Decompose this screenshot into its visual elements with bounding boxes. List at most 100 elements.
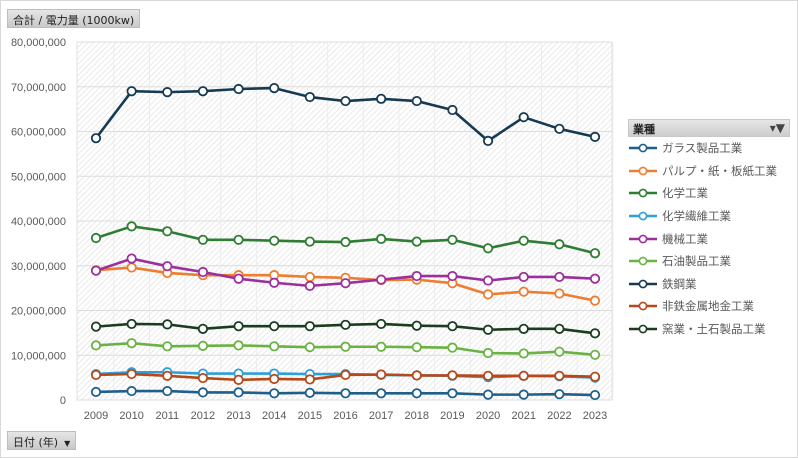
data-point[interactable] xyxy=(126,86,137,97)
data-point[interactable] xyxy=(482,324,494,335)
data-point[interactable] xyxy=(554,239,565,250)
data-point[interactable] xyxy=(589,131,601,142)
data-point[interactable] xyxy=(304,342,315,353)
data-point[interactable] xyxy=(233,273,244,284)
data-point[interactable] xyxy=(518,112,529,123)
legend-item[interactable]: 非鉄金属地金工業 xyxy=(628,295,790,318)
data-point[interactable] xyxy=(126,338,137,349)
data-point[interactable] xyxy=(90,369,102,381)
data-point[interactable] xyxy=(554,346,565,357)
data-point[interactable] xyxy=(447,388,458,399)
data-point[interactable] xyxy=(304,387,315,398)
data-point[interactable] xyxy=(447,270,458,282)
data-point[interactable] xyxy=(340,319,351,330)
data-point[interactable] xyxy=(518,286,529,297)
data-point[interactable] xyxy=(411,236,422,247)
data-point[interactable] xyxy=(554,271,565,283)
axis-field-button[interactable]: 日付 (年) ▼ xyxy=(7,431,77,450)
data-point[interactable] xyxy=(126,385,137,397)
legend-item[interactable]: 化学工業 xyxy=(628,182,790,205)
data-point[interactable] xyxy=(554,123,565,134)
data-point[interactable] xyxy=(518,323,529,334)
data-point[interactable] xyxy=(269,373,280,385)
data-point[interactable] xyxy=(589,273,601,284)
data-point[interactable] xyxy=(589,295,601,306)
data-point[interactable] xyxy=(162,319,173,330)
data-point[interactable] xyxy=(482,370,494,381)
data-point[interactable] xyxy=(554,370,565,381)
data-point[interactable] xyxy=(304,236,315,247)
data-point[interactable] xyxy=(482,289,494,300)
data-point[interactable] xyxy=(269,277,280,288)
data-point[interactable] xyxy=(162,261,173,272)
legend-item[interactable]: 鉄鋼業 xyxy=(628,273,790,296)
data-point[interactable] xyxy=(162,385,173,397)
data-point[interactable] xyxy=(340,388,351,399)
data-point[interactable] xyxy=(162,341,173,352)
data-point[interactable] xyxy=(447,342,458,353)
data-point[interactable] xyxy=(304,321,315,332)
data-point[interactable] xyxy=(376,93,387,104)
data-point[interactable] xyxy=(126,262,137,273)
data-point[interactable] xyxy=(411,320,422,331)
data-point[interactable] xyxy=(304,280,315,291)
data-point[interactable] xyxy=(518,389,529,400)
data-point[interactable] xyxy=(340,236,351,248)
data-point[interactable] xyxy=(90,265,102,276)
data-point[interactable] xyxy=(589,328,601,339)
data-point[interactable] xyxy=(233,374,244,385)
data-point[interactable] xyxy=(90,386,102,398)
data-point[interactable] xyxy=(340,341,351,352)
data-point[interactable] xyxy=(589,248,601,259)
data-point[interactable] xyxy=(126,368,137,380)
legend-item[interactable]: 窯業・土石製品工業 xyxy=(628,318,790,341)
data-point[interactable] xyxy=(340,95,351,107)
data-point[interactable] xyxy=(518,271,529,283)
data-point[interactable] xyxy=(233,387,244,398)
data-point[interactable] xyxy=(269,82,280,94)
data-point[interactable] xyxy=(411,370,422,381)
data-point[interactable] xyxy=(376,388,387,399)
data-point[interactable] xyxy=(269,341,280,352)
data-point[interactable] xyxy=(554,389,565,400)
data-point[interactable] xyxy=(447,234,458,245)
value-field-button[interactable]: 合計 / 電力量 (1000kw) xyxy=(7,9,141,28)
legend-item[interactable]: 化学繊維工業 xyxy=(628,205,790,228)
data-point[interactable] xyxy=(411,270,422,282)
data-point[interactable] xyxy=(269,321,280,332)
data-point[interactable] xyxy=(233,321,244,332)
data-point[interactable] xyxy=(518,370,529,381)
data-point[interactable] xyxy=(126,221,137,232)
data-point[interactable] xyxy=(90,321,102,332)
legend-item[interactable]: 石油製品工業 xyxy=(628,250,790,273)
data-point[interactable] xyxy=(304,91,315,103)
data-point[interactable] xyxy=(554,323,565,334)
legend-item[interactable]: パルプ・紙・板紙工業 xyxy=(628,160,790,183)
data-point[interactable] xyxy=(90,340,102,351)
data-point[interactable] xyxy=(376,369,387,380)
data-point[interactable] xyxy=(518,235,529,246)
data-point[interactable] xyxy=(126,253,137,264)
data-point[interactable] xyxy=(90,232,102,244)
data-point[interactable] xyxy=(411,342,422,353)
data-point[interactable] xyxy=(304,271,315,283)
data-point[interactable] xyxy=(482,275,494,286)
data-point[interactable] xyxy=(162,226,173,237)
data-point[interactable] xyxy=(376,233,387,244)
data-point[interactable] xyxy=(304,374,315,385)
legend-item[interactable]: 機械工業 xyxy=(628,227,790,250)
data-point[interactable] xyxy=(411,388,422,399)
data-point[interactable] xyxy=(447,370,458,381)
data-point[interactable] xyxy=(589,349,601,360)
legend-header[interactable]: 業種 ▾▼ xyxy=(628,119,790,137)
data-point[interactable] xyxy=(376,318,387,330)
data-point[interactable] xyxy=(554,288,565,299)
data-point[interactable] xyxy=(197,340,209,351)
data-point[interactable] xyxy=(197,323,209,334)
data-point[interactable] xyxy=(447,104,458,116)
data-point[interactable] xyxy=(376,274,387,285)
data-point[interactable] xyxy=(162,87,173,98)
data-point[interactable] xyxy=(589,371,601,382)
filter-icon[interactable]: ▾▼ xyxy=(769,121,785,135)
data-point[interactable] xyxy=(197,387,209,398)
